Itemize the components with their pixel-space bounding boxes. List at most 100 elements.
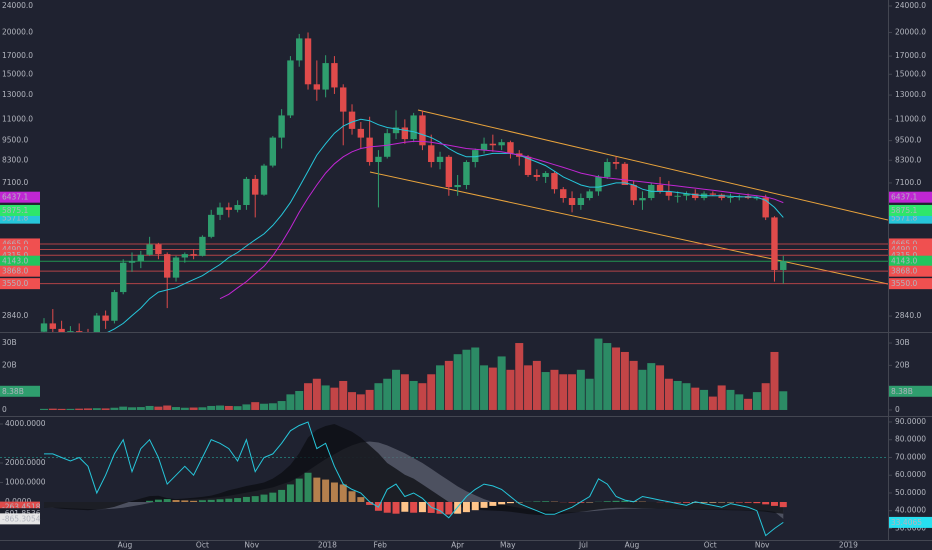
candle-body [348,111,356,129]
histogram-bar [383,501,391,513]
histogram-bar [392,501,400,514]
indicator-pane [0,421,888,537]
candle-body [260,165,268,195]
volume-bar [101,408,110,410]
volume-bar [585,378,594,410]
candle-body [76,331,83,332]
histogram-bar [190,500,198,502]
price-tag-label: 33.4065 [891,518,922,527]
price-tag-label: 4315.0 [891,251,917,260]
y2-tick-label: 90.0000 [895,417,926,426]
candle-body [164,254,171,278]
y-tick-label: 4000.0000 [5,419,46,428]
histogram-bar [770,501,778,506]
volume-bar [268,403,277,410]
y-tick-label: 8300.0 [895,155,921,164]
histogram-bar [418,501,426,513]
candle-body [771,217,778,270]
candle-body [234,204,241,210]
histogram-bar [744,501,752,503]
candle-body [692,193,699,199]
volume-bar [136,407,145,410]
histogram-bar [304,472,312,502]
candle-body [172,257,180,278]
volume-bar [356,394,365,410]
histogram-bar [154,499,162,502]
volume-bar [480,365,489,410]
y-tick-label: 15000.0 [895,69,926,78]
candle-body [551,173,558,190]
volume-pane [40,338,788,410]
volume-bar [365,389,374,410]
histogram-bar [401,501,409,512]
y-tick-label: 7100.0 [895,178,921,187]
volume-bar [321,385,330,410]
volume-bar [550,369,559,410]
candle-body [93,315,101,332]
candle-body [128,260,136,263]
volume-bar [506,369,515,410]
price-tag [889,385,932,397]
price-pane [0,32,888,332]
volume-bar [603,343,612,410]
candle-body [410,115,417,140]
volume-bar [497,356,506,410]
x-tick-label: 2018 [318,541,337,550]
price-tag [0,265,40,277]
y-tick-label: 13000.0 [895,90,926,99]
y-tick-label: 9500.0 [2,136,28,145]
price-tag-label: 4665.0 [2,239,28,248]
histogram-bar [498,501,506,505]
histogram-bar [612,500,620,502]
price-tag-label: 8.38B [2,387,24,396]
price-tag-label: 4490.0 [2,245,28,254]
histogram-bar [489,501,497,506]
histogram-bar [269,492,277,502]
y-tick-label: 11000.0 [2,114,33,123]
volume-bar [682,383,691,410]
price-tag [889,204,932,216]
volume-bar [453,354,462,410]
y2-tick-label: 40.0000 [895,506,926,515]
price-tag-label: 4315.0 [2,251,28,260]
price-tag-label: 5571.8 [2,214,28,223]
histogram-bar [251,496,259,502]
volume-bar [163,405,172,410]
y-tick-label: 2000.0000 [5,458,46,467]
candle-body [278,115,285,138]
candle-body [304,38,312,85]
price-tag [889,238,932,250]
volume-bar [251,402,260,410]
channel-upper [417,109,888,221]
histogram-bar [436,501,444,514]
histogram-bar [348,491,356,502]
candle-body [709,193,717,195]
candle-body [199,236,206,256]
moving-average [107,118,784,332]
volume-bar [383,378,392,410]
y-tick-label: 24000.0 [895,1,926,10]
volume-bar [198,407,207,410]
x-tick-label: Aug [118,541,133,550]
histogram-bar [216,499,224,502]
volume-bar [110,407,119,410]
candle-body [498,142,505,146]
volume-bar [664,378,673,410]
y2-tick-label: 80.0000 [895,435,926,444]
x-tick-label: Aug [625,541,640,550]
candle-body [533,174,541,177]
candle-body [436,156,444,163]
y-tick-label: 17000.0 [895,51,926,60]
candle-body [401,127,409,140]
volume-bar [277,401,286,410]
volume-bar [524,365,533,410]
volume-bar [392,369,401,410]
price-tag-label: 3550.0 [2,279,28,288]
volume-bar [691,387,700,410]
y2-tick-label: 30.0000 [895,523,926,532]
y-tick-label: 9500.0 [895,136,921,145]
candle-body [331,63,338,88]
y-tick-label: 20000.0 [2,27,33,36]
y-tick-label: 20000.0 [895,27,926,36]
